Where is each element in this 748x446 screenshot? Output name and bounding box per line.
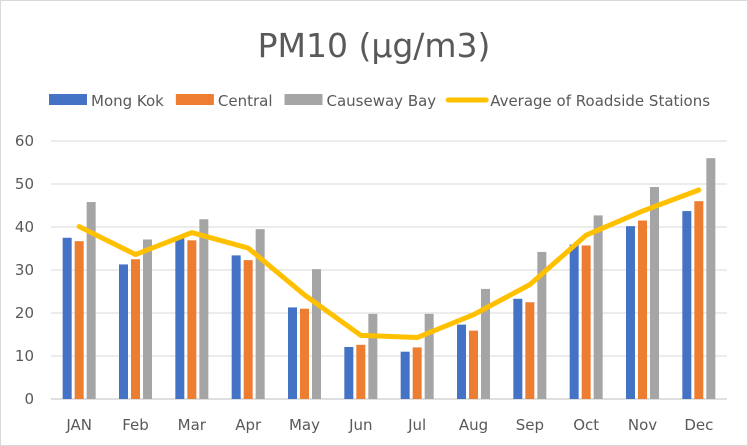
bar-central: [74, 241, 84, 399]
x-tick-label: Apr: [235, 416, 262, 434]
bar-mong-kok: [457, 324, 466, 399]
bar-causeway-bay: [255, 229, 265, 399]
y-tick-label: 60: [15, 132, 34, 150]
y-tick-label: 40: [15, 218, 34, 236]
bar-causeway-bay: [424, 313, 434, 399]
x-tick-label: Dec: [684, 416, 713, 434]
bar-mong-kok: [626, 226, 635, 399]
x-tick-label: JAN: [65, 416, 92, 434]
legend-label: Mong Kok: [91, 92, 164, 110]
bar-causeway-bay: [593, 215, 603, 399]
bar-mong-kok: [175, 238, 185, 399]
bar-central: [694, 201, 704, 399]
legend-item: Central: [175, 92, 273, 110]
bar-central: [469, 330, 478, 399]
x-tick-label: Feb: [122, 416, 149, 434]
y-axis: 0 10 20 30 40 50 60: [15, 132, 34, 408]
bar-causeway-bay: [86, 202, 96, 399]
bar-central: [581, 245, 591, 399]
y-tick-label: 50: [15, 175, 34, 193]
x-tick-label: Nov: [628, 416, 657, 434]
bar-central: [131, 259, 140, 399]
series-line-average: [76, 187, 702, 341]
legend-label: Causeway Bay: [327, 92, 437, 110]
x-axis: JAN Feb Mar Apr May Jun Jul Aug Sep Oct Nov Dec: [65, 416, 713, 434]
y-tick-label: 10: [15, 347, 34, 365]
bars: [62, 158, 716, 399]
bar-central: [243, 260, 253, 399]
bar-causeway-bay: [650, 187, 659, 399]
bar-causeway-bay: [481, 288, 490, 399]
bar-mong-kok: [344, 346, 354, 399]
legend-label: Average of Roadside Stations: [490, 92, 710, 110]
x-tick-label: Mar: [178, 416, 207, 434]
y-tick-label: 30: [15, 261, 34, 279]
legend-item: Mong Kok: [49, 92, 164, 110]
bar-central: [300, 308, 309, 399]
legend-swatch: [49, 94, 87, 105]
x-tick-label: Oct: [573, 416, 599, 434]
bar-causeway-bay: [199, 219, 209, 399]
bar-mong-kok: [119, 264, 128, 399]
bar-causeway-bay: [537, 251, 547, 399]
y-tick-label: 0: [24, 390, 34, 408]
legend: Mong Kok Central Causeway Bay Average of Ro…: [49, 92, 710, 110]
bar-mong-kok: [62, 237, 72, 399]
bar-causeway-bay: [312, 269, 321, 399]
y-tick-label: 20: [15, 304, 34, 322]
bar-mong-kok: [569, 244, 579, 399]
bar-central: [412, 347, 422, 399]
bar-central: [638, 220, 647, 399]
x-tick-label: Aug: [459, 416, 488, 434]
bar-central: [525, 302, 535, 399]
bar-causeway-bay: [368, 313, 378, 399]
bar-mong-kok: [682, 211, 692, 399]
gridlines: [51, 140, 727, 400]
x-tick-label: Sep: [516, 416, 544, 434]
bar-mong-kok: [231, 255, 241, 399]
bar-central: [356, 344, 366, 399]
x-tick-label: Jun: [348, 416, 372, 434]
bar-mong-kok: [288, 307, 297, 399]
bar-mong-kok: [400, 351, 410, 399]
chart-title: PM10 (µg/m3): [258, 26, 491, 65]
average-line: [76, 187, 702, 341]
bar-central: [187, 240, 197, 399]
legend-label: Central: [218, 92, 273, 110]
x-tick-label: Jul: [407, 416, 426, 434]
bar-mong-kok: [513, 298, 523, 399]
legend-swatch: [175, 94, 214, 105]
legend-swatch: [284, 94, 323, 105]
legend-item: Causeway Bay: [284, 92, 437, 110]
legend-item: Average of Roadside Stations: [445, 92, 710, 110]
bar-causeway-bay: [706, 158, 716, 399]
x-tick-label: May: [289, 416, 320, 434]
bar-causeway-bay: [143, 239, 152, 399]
